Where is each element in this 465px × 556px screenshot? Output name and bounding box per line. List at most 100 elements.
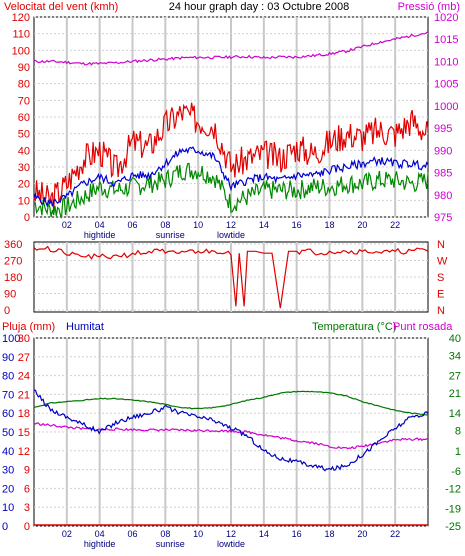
pressure-y-tick-label: 1015	[434, 34, 458, 46]
temperature-y-tick-label: 34	[449, 350, 461, 362]
direction-y-tick-label: 180	[4, 272, 22, 284]
rain-y-tick-label: 9	[24, 465, 30, 477]
x-annotation-label: hightide	[84, 230, 116, 240]
humidity-y-tick-label: 10	[2, 502, 14, 514]
temperature-y-tick-label: 14	[449, 408, 461, 420]
x-tick-label: 02	[62, 529, 72, 539]
temperature-y-tick-label: -25	[445, 521, 461, 533]
pressure-y-tick-label: 990	[434, 145, 452, 157]
pressure-line	[33, 31, 429, 66]
temperature-y-tick-label: 21	[449, 388, 461, 400]
graph-title: 24 hour graph day : 03 Octubre 2008	[169, 1, 349, 13]
direction-letter-label: W	[437, 256, 448, 268]
temperature-y-tick-label: 1	[455, 446, 461, 458]
x-tick-label: 16	[292, 220, 302, 230]
x-annotation-label: hightide	[84, 539, 116, 549]
x-tick-label: 22	[390, 220, 400, 230]
wind-y-tick-label: 30	[18, 162, 30, 174]
x-tick-label: 10	[193, 529, 203, 539]
direction-y-tick-label: 0	[4, 305, 10, 317]
wind-y-tick-label: 0	[24, 212, 30, 224]
humidity-line	[33, 389, 429, 472]
x-tick-label: 14	[259, 220, 269, 230]
pressure-y-tick-label: 975	[434, 212, 452, 224]
humidity-y-tick-label: 60	[2, 408, 14, 420]
wind-y-tick-label: 70	[18, 95, 30, 107]
humidity-y-tick-label: 20	[2, 483, 14, 495]
x-tick-label: 10	[193, 220, 203, 230]
wind-axis-title: Velocitat del vent (kmh)	[4, 1, 118, 13]
wind-y-tick-label: 50	[18, 129, 30, 141]
temperature-y-tick-label: 27	[449, 371, 461, 383]
wind-y-tick-label: 90	[18, 62, 30, 74]
humidity-axis-title: Humitat	[66, 321, 104, 333]
temperature-axis-title: Temperatura (°C)	[312, 321, 396, 333]
rain-y-tick-label: 15	[18, 427, 30, 439]
wind-direction-line	[33, 245, 429, 309]
pressure-y-tick-label: 980	[434, 190, 452, 202]
x-tick-label: 22	[390, 529, 400, 539]
x-tick-label: 14	[259, 529, 269, 539]
wind-y-tick-label: 80	[18, 79, 30, 91]
direction-y-tick-label: 360	[4, 239, 22, 251]
temperature-y-tick-label: -6	[451, 466, 461, 478]
wind-y-tick-label: 40	[18, 145, 30, 157]
humidity-y-tick-label: 100	[2, 333, 20, 345]
rain-y-tick-label: 30	[18, 333, 30, 345]
direction-letter-label: N	[437, 305, 445, 317]
axis-labels-layer: 0102030405060708090100110120975980985990…	[2, 12, 461, 549]
rain-y-tick-label: 27	[18, 352, 30, 364]
rain-y-tick-label: 0	[24, 521, 30, 533]
wind-min-line	[33, 162, 429, 219]
direction-y-tick-label: 270	[4, 256, 22, 268]
humidity-y-tick-label: 40	[2, 446, 14, 458]
wind-y-tick-label: 60	[18, 112, 30, 124]
rain-y-tick-label: 21	[18, 389, 30, 401]
x-tick-label: 16	[292, 529, 302, 539]
humidity-y-tick-label: 90	[2, 352, 14, 364]
humidity-y-tick-label: 70	[2, 389, 14, 401]
x-annotation-label: lowtide	[217, 539, 245, 549]
dewpoint-axis-title: Punt rosada	[393, 321, 453, 333]
rain-y-tick-label: 12	[18, 446, 30, 458]
x-tick-label: 06	[127, 529, 137, 539]
x-tick-label: 02	[62, 220, 72, 230]
pressure-y-tick-label: 1010	[434, 56, 458, 68]
x-tick-label: 20	[357, 220, 367, 230]
direction-letter-label: E	[437, 289, 444, 301]
x-tick-label: 08	[160, 529, 170, 539]
humidity-y-tick-label: 50	[2, 427, 14, 439]
pressure-y-tick-label: 985	[434, 168, 452, 180]
direction-letter-label: S	[437, 272, 444, 284]
pressure-y-tick-label: 1005	[434, 79, 458, 91]
x-tick-label: 20	[357, 529, 367, 539]
x-annotation-label: sunrise	[156, 230, 185, 240]
x-tick-label: 18	[324, 220, 334, 230]
x-tick-label: 18	[324, 529, 334, 539]
pressure-axis-title: Pressió (mb)	[398, 1, 460, 13]
series-layer	[33, 31, 429, 526]
x-tick-label: 04	[95, 220, 105, 230]
wind-y-tick-label: 110	[12, 29, 30, 41]
x-tick-label: 06	[127, 220, 137, 230]
x-tick-label: 04	[95, 529, 105, 539]
humidity-y-tick-label: 80	[2, 371, 14, 383]
temperature-line	[33, 390, 429, 416]
temperature-y-tick-label: -12	[445, 483, 461, 495]
x-tick-label: 12	[226, 220, 236, 230]
wind-y-tick-label: 120	[12, 12, 30, 24]
x-tick-label: 12	[226, 529, 236, 539]
rain-y-tick-label: 18	[18, 408, 30, 420]
wind-y-tick-label: 100	[12, 45, 30, 57]
temperature-y-tick-label: 40	[449, 333, 461, 345]
x-annotation-label: sunrise	[156, 539, 185, 549]
humidity-y-tick-label: 0	[2, 521, 8, 533]
wind-avg-line	[33, 146, 429, 208]
x-annotation-label: lowtide	[217, 230, 245, 240]
wind-y-tick-label: 10	[18, 195, 30, 207]
wind-gust-line	[33, 102, 429, 212]
pressure-y-tick-label: 995	[434, 123, 452, 135]
dewpoint-line	[33, 422, 429, 450]
